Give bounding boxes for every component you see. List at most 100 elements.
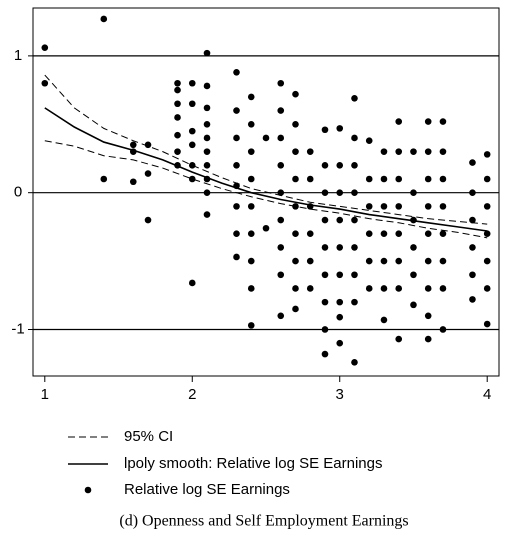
point	[410, 301, 417, 309]
point	[174, 100, 181, 108]
point	[233, 253, 240, 261]
point	[365, 175, 373, 183]
point	[262, 224, 270, 232]
point	[336, 313, 344, 321]
point	[233, 203, 240, 210]
point	[233, 162, 240, 169]
point	[469, 216, 476, 224]
point	[247, 230, 255, 238]
point	[351, 244, 358, 251]
caption: (d) Openness and Self Employment Earning…	[119, 513, 408, 530]
point	[336, 216, 344, 224]
point	[292, 90, 299, 98]
point	[233, 107, 240, 114]
point	[410, 244, 417, 251]
point	[144, 170, 152, 177]
point	[336, 189, 344, 196]
point	[203, 162, 211, 169]
point	[365, 230, 373, 238]
point	[336, 162, 344, 169]
x-tick-label: 1	[41, 386, 49, 403]
point	[365, 257, 373, 265]
point	[100, 15, 108, 23]
point	[439, 326, 447, 333]
point	[188, 279, 196, 287]
point	[277, 189, 285, 196]
point	[351, 298, 358, 306]
point	[321, 326, 329, 333]
point	[321, 126, 329, 134]
point	[365, 203, 373, 210]
point	[247, 285, 255, 292]
point	[439, 175, 447, 183]
point	[439, 118, 447, 125]
point	[247, 203, 255, 210]
point	[395, 285, 403, 292]
point	[351, 162, 358, 169]
point	[424, 118, 432, 125]
point	[351, 271, 358, 279]
point	[424, 175, 432, 183]
point	[469, 244, 476, 251]
point	[306, 175, 314, 183]
point	[247, 322, 255, 329]
point	[203, 120, 211, 128]
point	[203, 49, 211, 57]
point	[395, 203, 403, 210]
point	[483, 257, 491, 265]
point	[321, 216, 329, 224]
y-tick-label: -1	[11, 320, 24, 337]
point	[306, 148, 314, 155]
point	[306, 230, 314, 238]
point	[469, 159, 476, 166]
point	[277, 79, 285, 87]
point	[439, 148, 447, 155]
point	[395, 118, 403, 125]
legend-point	[84, 486, 92, 494]
point	[395, 335, 403, 343]
point	[424, 335, 432, 343]
point	[292, 285, 299, 292]
point	[424, 230, 432, 238]
smooth-line	[44, 107, 488, 232]
point	[410, 189, 417, 196]
point	[321, 298, 329, 306]
point	[203, 134, 211, 142]
point	[203, 189, 211, 196]
point	[483, 230, 491, 238]
point	[292, 120, 299, 128]
point	[129, 178, 137, 186]
point	[439, 257, 447, 265]
point	[380, 316, 388, 324]
point	[144, 141, 152, 149]
point	[277, 162, 285, 169]
point	[483, 320, 491, 328]
point	[292, 230, 299, 238]
point	[247, 120, 255, 128]
point	[410, 148, 417, 155]
point	[174, 148, 181, 155]
point	[351, 216, 358, 224]
point	[277, 134, 285, 142]
point	[203, 82, 211, 90]
point	[247, 257, 255, 265]
point	[424, 257, 432, 265]
point	[188, 127, 196, 135]
point	[424, 203, 432, 210]
point	[351, 94, 358, 102]
point	[321, 189, 329, 196]
legend-label: 95% CI	[124, 428, 173, 445]
x-tick-label: 4	[483, 386, 491, 403]
y-tick-label: 0	[14, 184, 22, 201]
point	[395, 148, 403, 155]
point	[174, 131, 181, 139]
point	[188, 175, 196, 183]
point	[188, 162, 196, 169]
point	[439, 230, 447, 238]
point	[247, 148, 255, 155]
point	[233, 134, 240, 142]
point	[188, 100, 196, 108]
point	[203, 148, 211, 155]
point	[380, 148, 388, 155]
